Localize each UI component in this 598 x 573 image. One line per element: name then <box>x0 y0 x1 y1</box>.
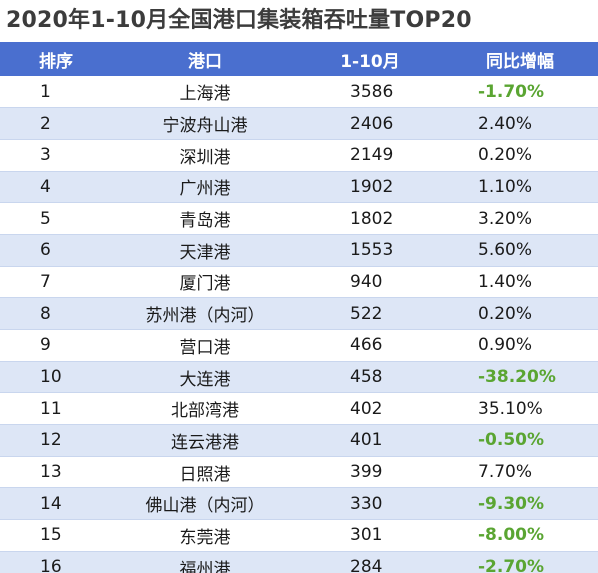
volume-cell: 401 <box>298 424 442 457</box>
table-body: 1 上海港 3586 -1.70% 2 宁波舟山港 2406 2.40% 3 深圳港 2149 0.2… <box>0 76 598 573</box>
change-cell: 7.70% <box>442 456 598 489</box>
volume-cell: 301 <box>298 519 442 552</box>
table-header: 排序 港口 1-10月 同比增幅 <box>0 42 598 76</box>
table-row: 5 青岛港 1802 3.20% <box>0 202 598 235</box>
change-cell: 5.60% <box>442 234 598 267</box>
table-row: 12 连云港港 401 -0.50% <box>0 424 598 457</box>
change-cell: 1.40% <box>442 266 598 299</box>
table-row: 2 宁波舟山港 2406 2.40% <box>0 107 598 140</box>
volume-cell: 1802 <box>298 202 442 235</box>
header-volume: 1-10月 <box>340 51 400 72</box>
rank-cell: 16 <box>0 551 112 573</box>
page-title: 2020年1-10月全国港口集装箱吞吐量TOP20 <box>6 8 472 33</box>
change-cell: -2.70% <box>442 551 598 573</box>
volume-cell: 402 <box>298 392 442 426</box>
change-cell: -9.30% <box>442 487 598 521</box>
volume-cell: 399 <box>298 456 442 489</box>
rank-cell: 12 <box>0 424 112 457</box>
port-cell: 天津港 <box>112 234 298 267</box>
rank-cell: 7 <box>0 266 112 299</box>
port-cell: 厦门港 <box>112 266 298 299</box>
change-cell: 0.90% <box>442 329 598 362</box>
port-cell: 上海港 <box>112 76 298 109</box>
port-cell: 广州港 <box>112 171 298 204</box>
change-cell: 3.20% <box>442 202 598 235</box>
volume-cell: 2406 <box>298 107 442 140</box>
volume-cell: 466 <box>298 329 442 362</box>
volume-cell: 330 <box>298 487 442 521</box>
port-cell: 北部湾港 <box>112 392 298 426</box>
port-cell: 东莞港 <box>112 519 298 552</box>
table-row: 13 日照港 399 7.70% <box>0 456 598 489</box>
volume-cell: 3586 <box>298 76 442 109</box>
ranking-table: 排序 港口 1-10月 同比增幅 1 上海港 3586 -1.70% 2 宁波舟山港 240… <box>0 42 598 573</box>
rank-cell: 6 <box>0 234 112 267</box>
port-cell: 日照港 <box>112 456 298 489</box>
rank-cell: 1 <box>0 76 112 109</box>
header-rank: 排序 <box>39 51 73 72</box>
port-cell: 佛山港（内河） <box>112 487 298 521</box>
table-row: 4 广州港 1902 1.10% <box>0 171 598 204</box>
change-cell: -8.00% <box>442 519 598 552</box>
volume-cell: 2149 <box>298 139 442 172</box>
table-row: 3 深圳港 2149 0.20% <box>0 139 598 172</box>
volume-cell: 284 <box>298 551 442 573</box>
table-row: 14 佛山港（内河） 330 -9.30% <box>0 487 598 521</box>
header-change: 同比增幅 <box>486 51 554 72</box>
table-row: 16 福州港 284 -2.70% <box>0 551 598 573</box>
table-row: 11 北部湾港 402 35.10% <box>0 392 598 426</box>
port-cell: 福州港 <box>112 551 298 573</box>
rank-cell: 13 <box>0 456 112 489</box>
header-port: 港口 <box>188 51 222 72</box>
volume-cell: 940 <box>298 266 442 299</box>
table-row: 9 营口港 466 0.90% <box>0 329 598 362</box>
rank-cell: 8 <box>0 297 112 330</box>
change-cell: -0.50% <box>442 424 598 457</box>
rank-cell: 5 <box>0 202 112 235</box>
change-cell: 0.20% <box>442 139 598 172</box>
port-cell: 大连港 <box>112 361 298 394</box>
rank-cell: 10 <box>0 361 112 394</box>
rank-cell: 2 <box>0 107 112 140</box>
port-cell: 连云港港 <box>112 424 298 457</box>
rank-cell: 11 <box>0 392 112 426</box>
rank-cell: 3 <box>0 139 112 172</box>
volume-cell: 522 <box>298 297 442 330</box>
port-cell: 宁波舟山港 <box>112 107 298 140</box>
table-row: 1 上海港 3586 -1.70% <box>0 76 598 109</box>
change-cell: -1.70% <box>442 76 598 109</box>
rank-cell: 4 <box>0 171 112 204</box>
change-cell: 2.40% <box>442 107 598 140</box>
change-cell: 35.10% <box>442 392 598 426</box>
table-row: 7 厦门港 940 1.40% <box>0 266 598 299</box>
port-cell: 深圳港 <box>112 139 298 172</box>
header-row: 排序 港口 1-10月 同比增幅 <box>0 42 598 76</box>
volume-cell: 458 <box>298 361 442 394</box>
change-cell: 0.20% <box>442 297 598 330</box>
volume-cell: 1902 <box>298 171 442 204</box>
table-row: 10 大连港 458 -38.20% <box>0 361 598 394</box>
rank-cell: 14 <box>0 487 112 521</box>
change-cell: -38.20% <box>442 361 598 394</box>
table-row: 8 苏州港（内河） 522 0.20% <box>0 297 598 330</box>
rank-cell: 9 <box>0 329 112 362</box>
rank-cell: 15 <box>0 519 112 552</box>
change-cell: 1.10% <box>442 171 598 204</box>
table-row: 15 东莞港 301 -8.00% <box>0 519 598 552</box>
port-cell: 苏州港（内河） <box>112 297 298 330</box>
port-cell: 营口港 <box>112 329 298 362</box>
port-cell: 青岛港 <box>112 202 298 235</box>
table-row: 6 天津港 1553 5.60% <box>0 234 598 267</box>
volume-cell: 1553 <box>298 234 442 267</box>
